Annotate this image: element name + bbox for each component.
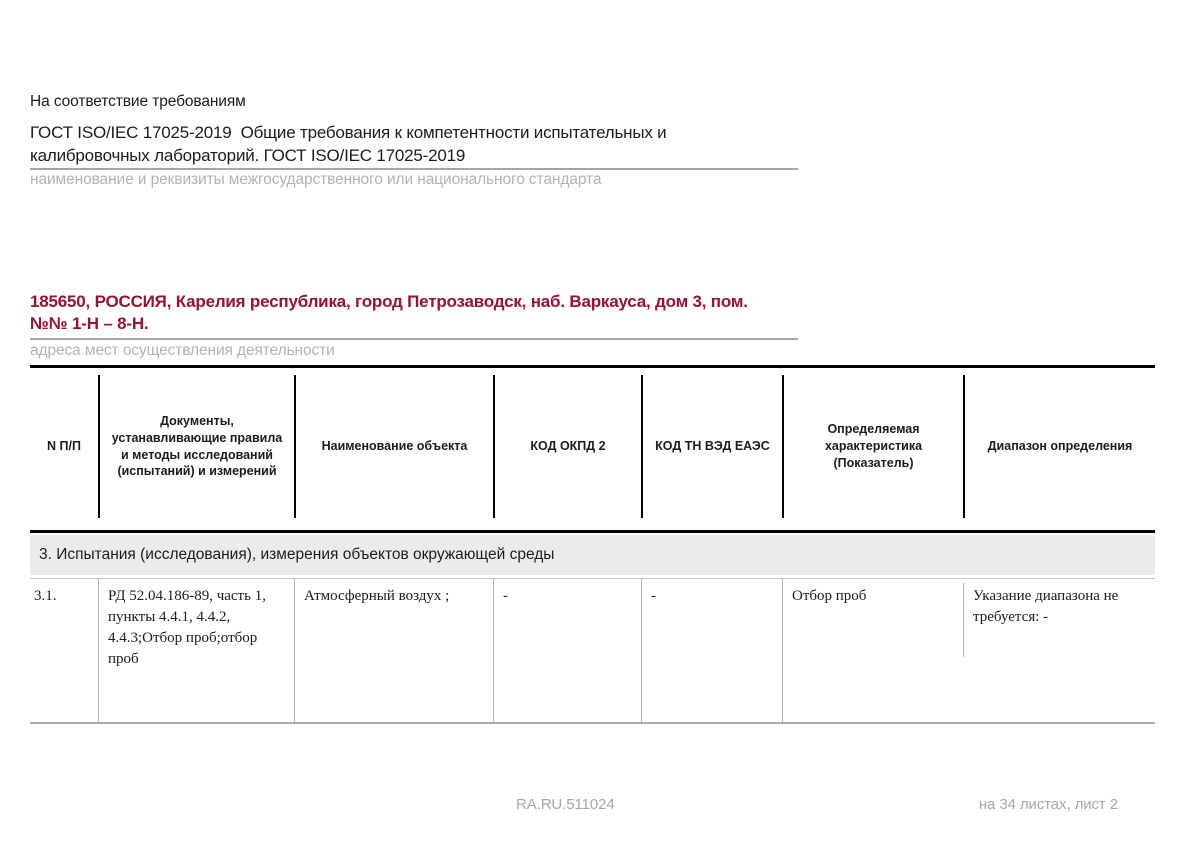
compliance-title: На соответствие требованиям xyxy=(30,93,246,110)
standard-line-2: калибровочных лабораторий. ГОСТ ISO/IEC … xyxy=(30,146,466,165)
header-cell-tnved: КОД ТН ВЭД ЕАЭС xyxy=(641,375,782,518)
header-cell-characteristic: Определяемая характеристика (Показатель) xyxy=(782,375,963,518)
standard-caption: наименование и реквизиты межгосударствен… xyxy=(30,171,602,188)
footer-accreditation-code: RA.RU.511024 xyxy=(516,796,615,813)
row-cell-characteristic: Отбор проб xyxy=(782,579,963,722)
row-cell-num: 3.1. xyxy=(34,588,57,604)
table-row: 3.1. РД 52.04.186-89, часть 1, пункты 4.… xyxy=(30,578,1155,724)
row-cell-tnved: - xyxy=(641,579,782,722)
address-caption: адреса мест осуществления деятельности xyxy=(30,342,335,359)
header-cell-range: Диапазон определения xyxy=(963,375,1155,518)
row-cell-okpd2: - xyxy=(493,579,641,722)
header-cell-num: N П/П xyxy=(47,439,81,454)
activity-address-block: 185650, РОССИЯ, Карелия республика, горо… xyxy=(30,291,798,340)
row-cell-object-name: Атмосферный воздух ; xyxy=(294,579,493,722)
header-cell-okpd2: КОД ОКПД 2 xyxy=(493,375,641,518)
standard-line-1: ГОСТ ISO/IEC 17025-2019 Общие требования… xyxy=(30,123,667,142)
header-cell-documents: Документы, устанавливающие правила и мет… xyxy=(98,375,294,518)
header-cell-object-name: Наименование объекта xyxy=(294,375,493,518)
accreditation-scope-table: N П/П Документы, устанавливающие правила… xyxy=(30,365,1155,724)
table-header-grid: N П/П Документы, устанавливающие правила… xyxy=(30,375,1155,518)
table-header-row: N П/П Документы, устанавливающие правила… xyxy=(30,365,1155,533)
address-line-1: 185650, РОССИЯ, Карелия республика, горо… xyxy=(30,292,748,311)
footer-sheet-info: на 34 листах, лист 2 xyxy=(978,796,1118,813)
address-line-2: №№ 1-Н – 8-Н. xyxy=(30,314,149,333)
table-section-header: 3. Испытания (исследования), измерения о… xyxy=(30,535,1155,575)
standard-reference-block: ГОСТ ISO/IEC 17025-2019 Общие требования… xyxy=(30,121,798,170)
row-cell-documents: РД 52.04.186-89, часть 1, пункты 4.4.1, … xyxy=(98,579,294,722)
row-cell-range: Указание диапазона не требуется: - xyxy=(963,579,1155,722)
